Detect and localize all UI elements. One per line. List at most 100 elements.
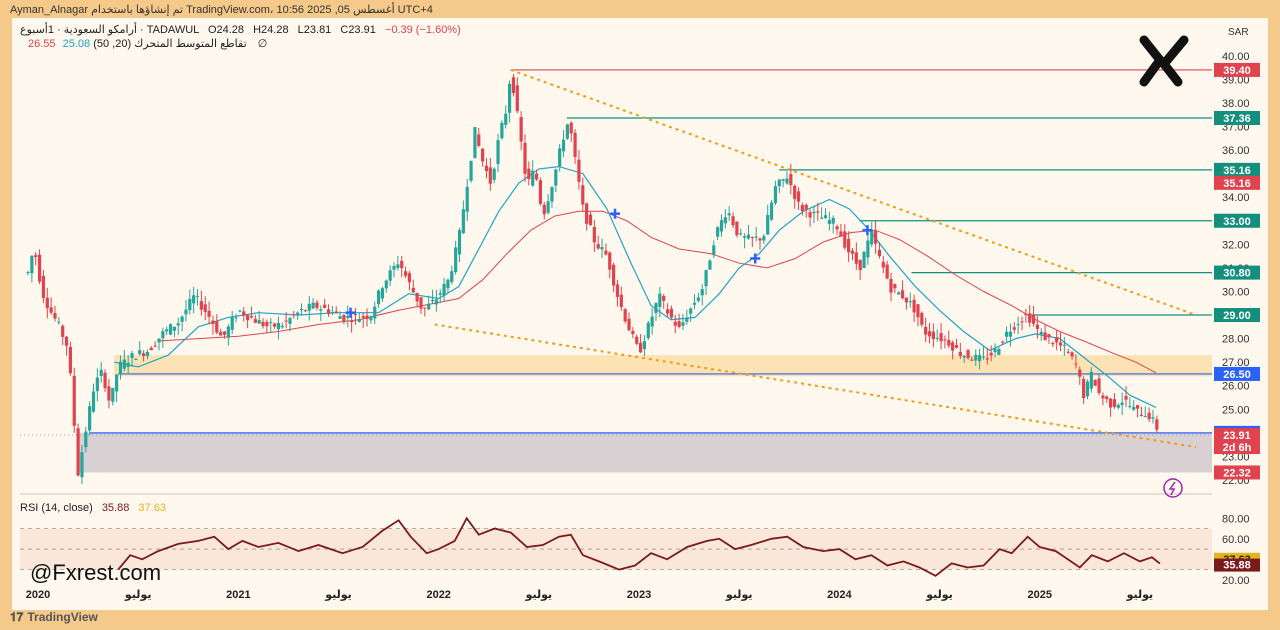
candle-body	[908, 301, 912, 303]
candle-body	[719, 220, 724, 232]
candle-body	[612, 264, 616, 286]
candle-body	[222, 331, 227, 335]
candle-body	[454, 247, 458, 273]
candle-body	[808, 212, 812, 218]
x-tick-label-0: 2020	[26, 589, 50, 601]
candle-body	[577, 159, 581, 182]
y-tick-label-17: 23.00	[1222, 451, 1250, 463]
x-tick-label-1: يوليو	[124, 589, 152, 601]
candle-body	[531, 170, 535, 186]
candle-body	[951, 342, 955, 351]
candle-body	[854, 252, 858, 264]
candle-body	[1139, 414, 1144, 416]
rsi-last-label-1: 35.88	[1223, 560, 1251, 572]
candle-body	[57, 321, 61, 323]
candle-body	[600, 247, 604, 250]
candle-body	[954, 345, 959, 348]
candle-body	[615, 284, 620, 297]
candle-body	[242, 311, 246, 316]
candle-body	[37, 254, 42, 282]
candle-body	[727, 213, 731, 216]
y-tick-label-1: 39.00	[1222, 74, 1250, 86]
watermark-text: @Fxrest.com	[30, 560, 162, 585]
candle-body	[211, 320, 215, 325]
currency-label: SAR	[1228, 27, 1249, 38]
ma-cross-marker-1	[609, 208, 620, 219]
candle-body	[207, 310, 211, 317]
candle-body	[80, 452, 84, 478]
symbol-title[interactable]: أرامكو السعودية · 1أسبوع · TADAWUL	[20, 24, 199, 36]
candle-body	[461, 209, 465, 234]
candle-body	[465, 186, 469, 212]
level-label-5-bg	[1214, 265, 1260, 280]
candle-body	[862, 251, 866, 269]
candle-body	[361, 316, 365, 318]
candle-body	[708, 260, 712, 270]
candle-body	[326, 309, 331, 314]
candle-body	[1120, 402, 1124, 405]
candle-body	[473, 127, 477, 159]
candle-body	[172, 326, 177, 331]
candle-body	[850, 250, 855, 254]
level-label-2-bg	[1214, 162, 1260, 177]
level-label-4: 33.00	[1223, 216, 1251, 228]
candle-body	[138, 350, 142, 355]
price-label-1: 2d 6h	[1223, 442, 1252, 454]
ma-cross-marker-3	[862, 225, 873, 236]
candle-body	[565, 124, 569, 139]
alert-icon	[1163, 478, 1183, 498]
candle-body	[330, 312, 334, 314]
candle-body	[72, 375, 76, 426]
zone-0	[78, 432, 1212, 473]
candle-body	[122, 359, 126, 369]
level-label-3: 35.16	[1223, 178, 1251, 190]
candle-body	[870, 229, 874, 245]
candle-body	[627, 318, 631, 331]
ma-cross-label[interactable]: تقاطع المتوسط المتحرك (20, 50)	[93, 38, 247, 50]
candle-body	[1074, 363, 1078, 365]
candle-body	[546, 201, 550, 213]
level-label-4-bg	[1214, 213, 1260, 228]
attribution-line: Ayman_Alnagar تم إنشاؤها باستخدام Tradin…	[10, 4, 433, 16]
rsi-label[interactable]: RSI (14, close)	[20, 502, 93, 514]
candle-body	[1143, 416, 1147, 418]
candle-body	[1004, 331, 1009, 337]
tradingview-footer[interactable]: 𝟏𝟕 TradingView	[10, 610, 98, 625]
candle-body	[446, 279, 450, 289]
candle-body	[677, 321, 681, 327]
rsi-tick-label-1: 60.00	[1222, 534, 1250, 546]
candle-body	[1031, 315, 1036, 324]
close-value: C23.91	[340, 24, 376, 36]
candle-body	[253, 318, 257, 323]
lightning-icon	[1168, 481, 1176, 496]
candle-body	[685, 318, 689, 322]
candle-body	[319, 309, 323, 311]
candle-body	[388, 270, 392, 281]
candle-body	[831, 217, 835, 224]
candle-body	[596, 244, 600, 249]
candle-body	[966, 350, 970, 359]
candle-body	[558, 148, 562, 167]
rsi-ma-value: 37.63	[138, 502, 166, 514]
candle-body	[731, 216, 735, 226]
candle-body	[168, 324, 173, 335]
candle-body	[927, 331, 932, 337]
candle-body	[931, 331, 935, 340]
candle-body	[61, 325, 65, 337]
candle-body	[203, 304, 207, 312]
candle-body	[411, 287, 415, 293]
candle-body	[511, 77, 516, 94]
candle-body	[523, 142, 527, 174]
candle-body	[881, 261, 885, 268]
candle-body	[103, 372, 107, 389]
candle-body	[1116, 404, 1120, 408]
price-label-2-bg	[1214, 465, 1260, 480]
candle-body	[1089, 371, 1093, 389]
candle-body	[777, 179, 781, 187]
candle-body	[993, 348, 997, 353]
candle-body	[323, 304, 327, 308]
y-tick-label-14: 26.00	[1222, 381, 1250, 393]
candle-body	[350, 320, 354, 323]
candle-body	[689, 308, 693, 314]
